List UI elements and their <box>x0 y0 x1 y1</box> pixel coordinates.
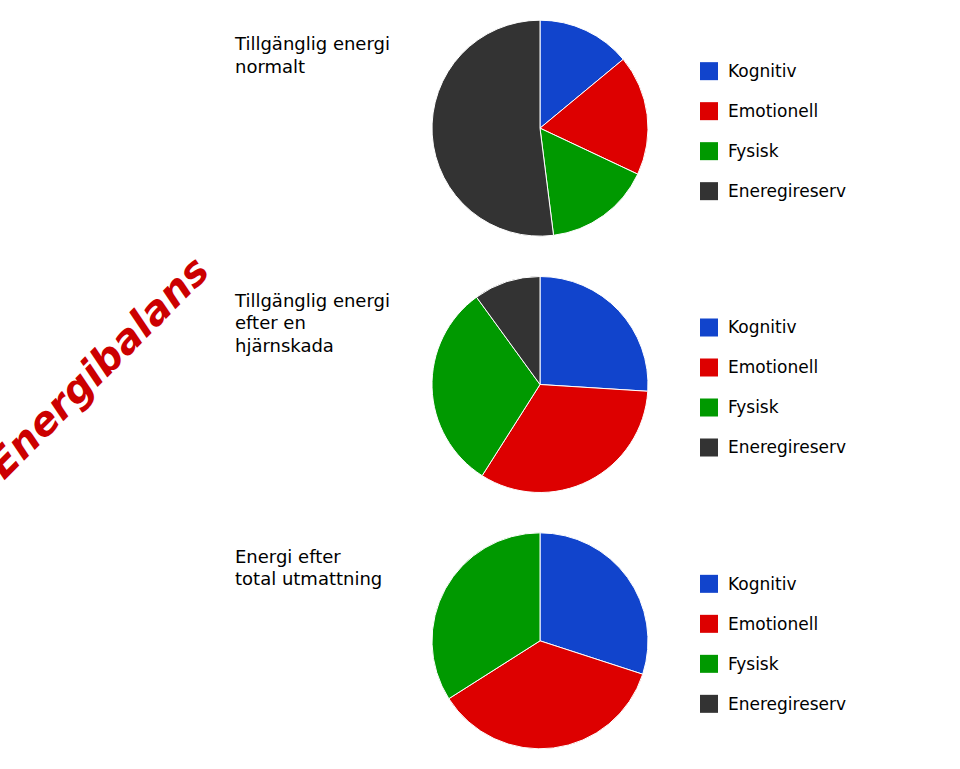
pie-slice <box>432 20 554 236</box>
pie-label: Energi eftertotal utmattning <box>235 546 382 590</box>
pie-group: Energi eftertotal utmattning Kognitiv Emot… <box>235 533 846 749</box>
pie-group: Tillgänglig energinormalt Kognitiv Emotion… <box>234 20 846 236</box>
legend-label: Eneregireserv <box>728 437 846 457</box>
legend-swatch <box>700 182 718 200</box>
pie <box>432 277 648 493</box>
legend-swatch <box>700 319 718 337</box>
legend-swatch <box>700 359 718 377</box>
pie-slice <box>432 533 540 699</box>
legend-label: Fysisk <box>728 654 779 674</box>
legend-label: Eneregireserv <box>728 181 846 201</box>
legend: Kognitiv Emotionell Fysisk Eneregireserv <box>700 61 846 201</box>
legend-item: Kognitiv <box>700 574 796 594</box>
pie <box>432 533 648 749</box>
pie <box>432 20 648 236</box>
legend-label: Kognitiv <box>728 61 796 81</box>
legend-label: Kognitiv <box>728 574 796 594</box>
legend-swatch <box>700 439 718 457</box>
legend-label: Emotionell <box>728 614 818 634</box>
legend-swatch <box>700 655 718 673</box>
legend-swatch <box>700 399 718 417</box>
legend-swatch <box>700 615 718 633</box>
pie-label: Tillgänglig energinormalt <box>234 33 390 77</box>
legend-swatch <box>700 102 718 120</box>
chart: Tillgänglig energinormalt Kognitiv Emotion… <box>0 0 960 769</box>
legend-label: Emotionell <box>728 101 818 121</box>
pie-slice <box>540 533 541 641</box>
legend-item: Kognitiv <box>700 61 796 81</box>
legend-item: Fysisk <box>700 141 779 161</box>
legend-label: Eneregireserv <box>728 694 846 714</box>
pie-label: Tillgänglig energiefter enhjärnskada <box>234 290 390 356</box>
legend-swatch <box>700 695 718 713</box>
legend-label: Fysisk <box>728 141 779 161</box>
legend-item: Fysisk <box>700 654 779 674</box>
legend-item: Emotionell <box>700 357 818 377</box>
pie-slice <box>540 277 648 392</box>
annotation: Energibalans <box>0 247 218 487</box>
legend-item: Emotionell <box>700 614 818 634</box>
legend-item: Emotionell <box>700 101 818 121</box>
legend-swatch <box>700 142 718 160</box>
legend-label: Fysisk <box>728 397 779 417</box>
pie-slice <box>477 277 540 385</box>
pie-group: Tillgänglig energiefter enhjärnskada Kogn… <box>234 277 846 493</box>
legend-label: Emotionell <box>728 357 818 377</box>
legend: Kognitiv Emotionell Fysisk Eneregireserv <box>700 574 846 714</box>
legend-item: Eneregireserv <box>700 694 846 714</box>
legend-swatch <box>700 62 718 80</box>
legend-item: Eneregireserv <box>700 437 846 457</box>
legend: Kognitiv Emotionell Fysisk Eneregireserv <box>700 317 846 457</box>
pie-slice <box>540 128 638 235</box>
legend-item: Kognitiv <box>700 317 796 337</box>
legend-label: Kognitiv <box>728 317 796 337</box>
legend-item: Fysisk <box>700 397 779 417</box>
legend-swatch <box>700 575 718 593</box>
legend-item: Eneregireserv <box>700 181 846 201</box>
